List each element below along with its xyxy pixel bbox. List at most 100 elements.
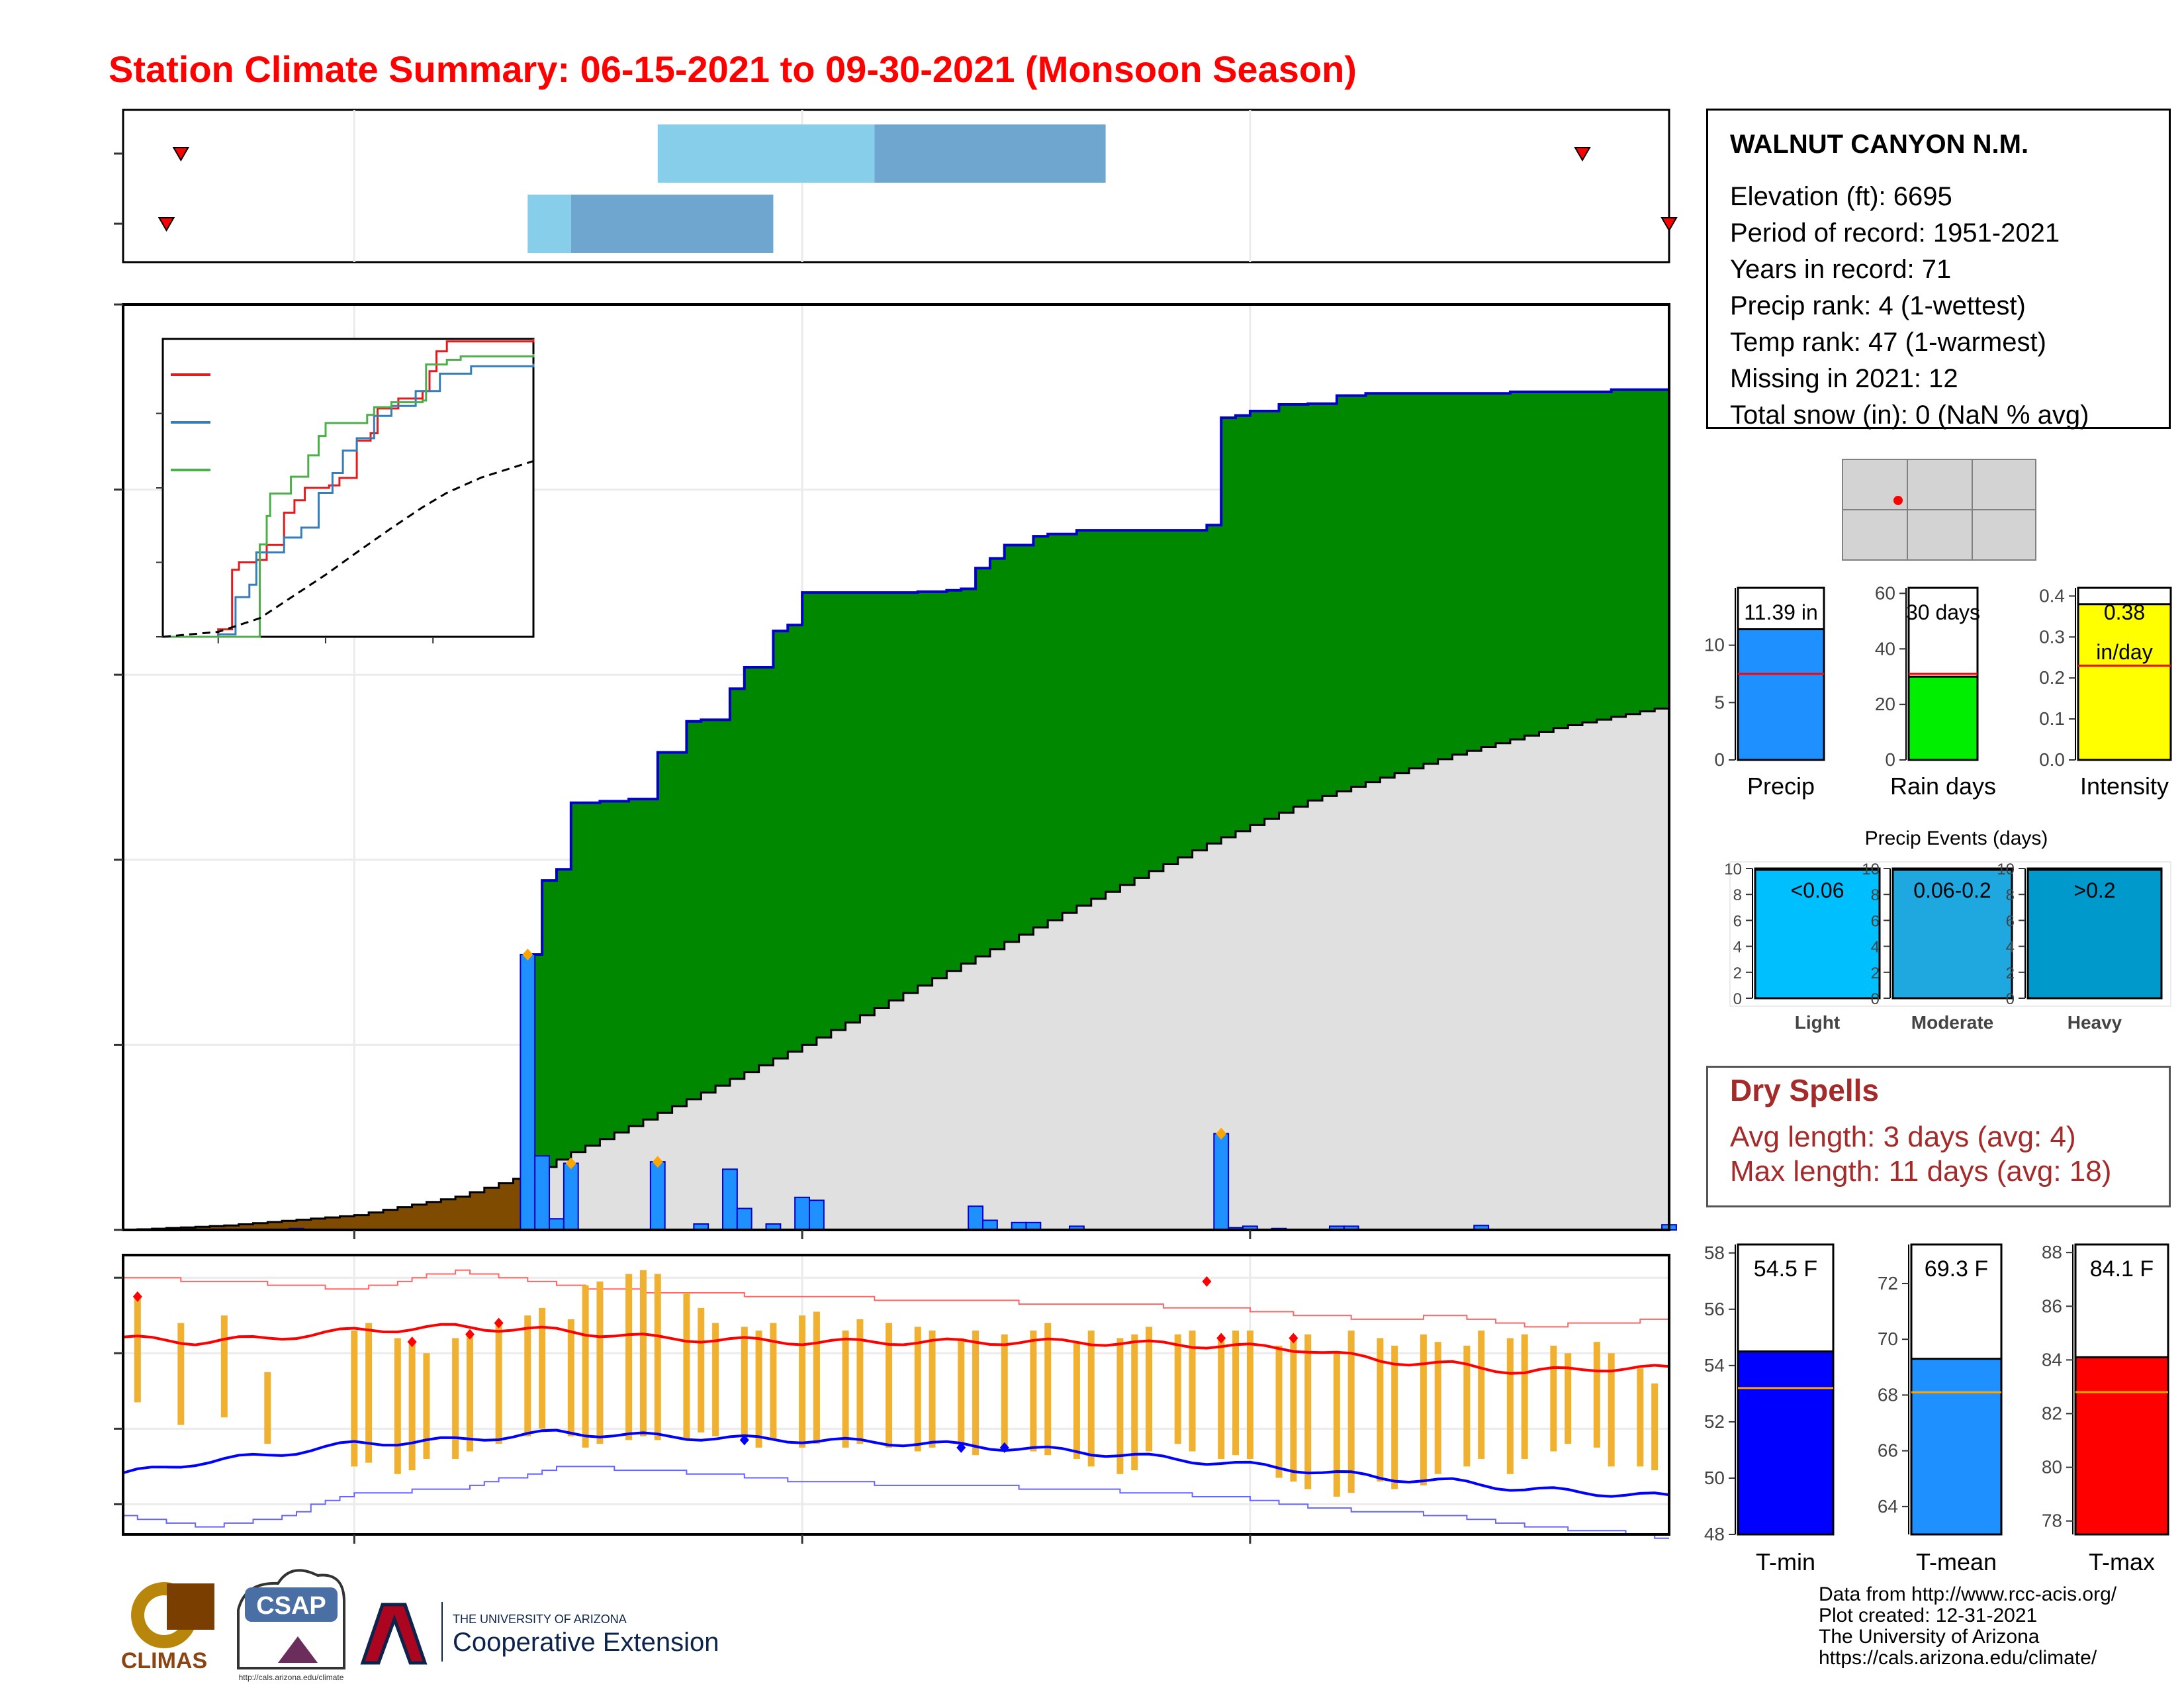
timing-box-25-50: [657, 124, 875, 183]
temp-daily-range-bar: [1434, 1342, 1441, 1474]
temp-daily-range-bar: [1333, 1353, 1340, 1497]
precip-record-marker: [522, 948, 533, 961]
summary-bar-ytick-label: 0.3: [2039, 626, 2065, 647]
station-elevation: Elevation (ft): 6695: [1730, 182, 1952, 211]
summary-bar-ytick-label: 8: [1871, 886, 1880, 904]
temp-daily-range-bar: [1608, 1353, 1615, 1467]
ua-logo-a: [360, 1603, 428, 1665]
summary-bar: [1891, 868, 2013, 1000]
temp-daily-range-bar: [1637, 1368, 1644, 1467]
inset-panel: [156, 338, 535, 643]
climas-logo-text: CLIMAS: [121, 1648, 207, 1673]
summary-bar-ytick-label: 56: [1704, 1299, 1725, 1319]
summary-bar-value-label: <0.06: [1791, 878, 1844, 902]
summary-bar-ytick-label: 0.2: [2039, 667, 2065, 688]
summary-bar-ytick-label: 6: [1871, 912, 1880, 930]
station-info-box: [1706, 109, 2171, 429]
station-period: Period of record: 1951-2021: [1730, 218, 2060, 248]
summary-bar-value-label: 0.38: [2104, 600, 2145, 624]
temp-daily-range-bar: [1521, 1334, 1528, 1459]
summary-bar-ytick-label: 40: [1875, 638, 1895, 659]
summary-bar-ytick-label: 64: [1878, 1496, 1898, 1517]
timing-box-50-75: [874, 124, 1106, 183]
precip-daily-bar: [809, 1199, 825, 1231]
temp-daily-range-bar: [423, 1353, 430, 1459]
temp-daily-range-bar: [770, 1323, 777, 1440]
inset-frame: [161, 338, 535, 638]
precip-daily-bar: [794, 1196, 811, 1231]
temp-daily-range-bar: [1044, 1323, 1052, 1456]
temp-daily-range-bar: [452, 1338, 459, 1459]
temp-daily-range-bar: [539, 1307, 546, 1429]
temp-daily-range-bar: [1550, 1345, 1557, 1452]
temp-daily-range-bar: [625, 1274, 633, 1440]
temp-daily-range-bar: [654, 1274, 661, 1440]
station-snow: Total snow (in): 0 (NaN % avg): [1730, 400, 2089, 430]
precip-below-average-area: [123, 1174, 528, 1230]
inset-series-line: [163, 353, 535, 638]
precip-daily-bar: [520, 953, 536, 1231]
summary-bar-ytick-label: 88: [2042, 1242, 2062, 1262]
summary-bar-ytick-label: 20: [1875, 694, 1895, 714]
summary-bar-ytick-label: 52: [1704, 1411, 1725, 1432]
temp-daily-range-bar: [698, 1307, 705, 1433]
temp-record-min-line: [123, 1466, 1669, 1539]
summary-bar-value-label: 84.1 F: [2090, 1256, 2154, 1282]
intensity-unit-label: in/day: [2096, 640, 2152, 664]
summary-bar-category-label: Rain days: [1890, 773, 1996, 800]
credit-data-source: Data from http://www.rcc-acis.org/: [1819, 1583, 2117, 1605]
summary-bar: [1907, 675, 1979, 761]
temp-daily-range-bar: [1087, 1331, 1095, 1467]
station-name: WALNUT CANYON N.M.: [1730, 130, 2029, 159]
summary-bar-ytick-label: 4: [1733, 939, 1742, 957]
temp-background: [123, 1255, 1669, 1534]
temp-record-high-marker: [132, 1291, 142, 1302]
temp-daily-range-bar: [1001, 1334, 1008, 1448]
temp-daily-range-bar: [1218, 1338, 1225, 1459]
temp-record-high-marker: [1202, 1276, 1212, 1287]
timing-box-50-75: [570, 195, 774, 253]
summary-bar-ytick-label: 2: [1733, 964, 1742, 982]
temp-daily-range-bar: [596, 1281, 604, 1444]
temp-record-high-marker: [494, 1317, 504, 1329]
timing-box-25-50: [527, 195, 571, 253]
temp-daily-range-bar: [495, 1323, 502, 1444]
temp-daily-range-bar: [712, 1323, 719, 1436]
temp-daily-range-bar: [1478, 1331, 1485, 1459]
temp-record-low-marker: [999, 1442, 1009, 1453]
temp-daily-range-bar: [813, 1311, 820, 1444]
temp-daily-range-bar: [365, 1323, 373, 1463]
summary-bar-category-label: Heavy: [2068, 1012, 2122, 1033]
csap-logo-url: http://cals.arizona.edu/climate: [239, 1673, 344, 1682]
temp-daily-range-bar: [929, 1331, 936, 1448]
csap-logo-banner: [245, 1587, 338, 1622]
credit-url: https://cals.arizona.edu/climate/: [1819, 1647, 2097, 1669]
temp-daily-range-bar: [1030, 1331, 1037, 1452]
summary-bar-category-label: T-mean: [1916, 1548, 1997, 1575]
inset-series-line: [162, 460, 534, 638]
temp-daily-range-bar: [1420, 1334, 1427, 1485]
summary-bar-ytick-label: 2: [2006, 964, 2015, 982]
timing-first-marker: [158, 217, 175, 232]
summary-bar-ytick-label: 70: [1878, 1329, 1898, 1349]
summary-bar-ytick-label: 0: [1885, 749, 1895, 770]
summary-bar-value-label: 69.3 F: [1925, 1256, 1988, 1282]
summary-bar-ytick-label: 6: [2006, 912, 2015, 930]
summary-bar-ytick-label: 5: [1714, 692, 1725, 712]
summary-bar-ytick-label: 82: [2042, 1403, 2062, 1424]
precip-cumulative-line: [123, 387, 1670, 1231]
summary-bar-ytick-label: 8: [2006, 886, 2015, 904]
summary-bar-ytick-label: 0: [1733, 990, 1742, 1008]
summary-bar: [1910, 1358, 2003, 1536]
precip-above-average-area: [527, 387, 1669, 1230]
temp-daily-range-bar: [567, 1319, 574, 1436]
summary-bar-value-label: 30 days: [1906, 600, 1980, 624]
precip-frame: [122, 303, 1670, 1231]
temp-record-low-marker: [739, 1434, 749, 1446]
summary-bar-ytick-label: 8: [1733, 886, 1742, 904]
dry-spells-avg: Avg length: 3 days (avg: 4): [1730, 1121, 2076, 1153]
temp-daily-range-bar: [958, 1338, 965, 1448]
summary-bar: [2074, 1356, 2169, 1536]
temp-daily-range-bar: [683, 1293, 690, 1440]
summary-bar-category-label: Precip: [1747, 773, 1815, 800]
